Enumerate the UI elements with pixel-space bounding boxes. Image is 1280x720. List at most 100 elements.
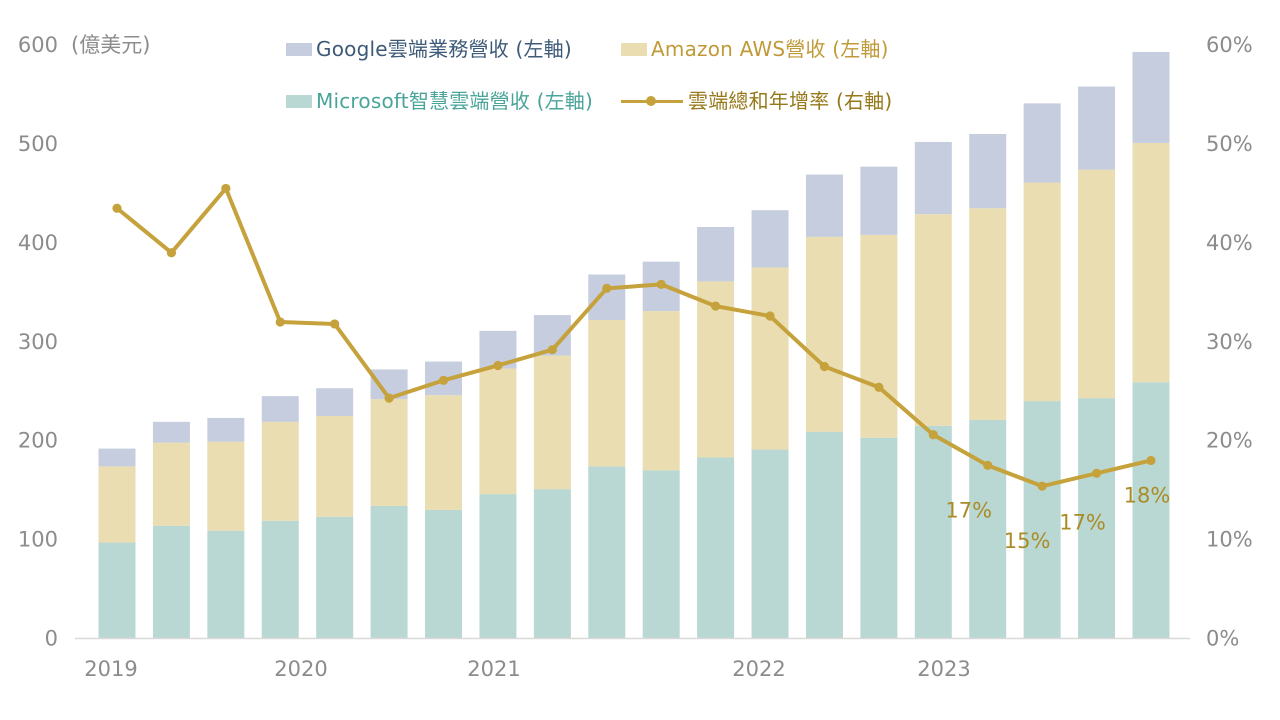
growth-point-2021-q1 bbox=[547, 345, 557, 355]
bar-segment-microsoft-2021-q3 bbox=[642, 470, 680, 639]
right-axis-tick-0: 0% bbox=[1206, 627, 1239, 651]
growth-point-2023-q1 bbox=[983, 460, 993, 470]
bar-segment-google-2023-q4 bbox=[1132, 51, 1170, 143]
legend-item-google: Google雲端業務營收 (左軸) bbox=[286, 37, 572, 61]
bar-segment-google-2021-q2 bbox=[588, 274, 626, 320]
growth-point-2022-q4 bbox=[928, 430, 938, 440]
bar-segment-microsoft-2023-q4 bbox=[1132, 382, 1170, 639]
growth-point-2023-q4 bbox=[1146, 455, 1156, 466]
bar-segment-amazon-2022-q3 bbox=[860, 234, 898, 438]
bar-segment-microsoft-2020-q3 bbox=[425, 509, 463, 639]
bar-segment-amazon-2019-q4 bbox=[261, 421, 299, 521]
bar-segment-amazon-2021-q4 bbox=[697, 281, 735, 458]
bar-segment-microsoft-2022-q2 bbox=[805, 431, 843, 639]
growth-point-2020-q2 bbox=[384, 393, 394, 403]
legend-swatch-microsoft bbox=[286, 94, 312, 108]
legend-label-amazon: Amazon AWS營收 (左軸) bbox=[651, 37, 889, 61]
bar-segment-amazon-2023-q2 bbox=[1023, 182, 1061, 402]
growth-data-label: 18% bbox=[1124, 483, 1171, 507]
left-axis-tick-300: 300 bbox=[18, 330, 58, 354]
bar-segment-google-2023-q2 bbox=[1023, 103, 1061, 183]
bar-segment-amazon-2019-q3 bbox=[207, 441, 245, 531]
growth-point-2020-q4 bbox=[493, 360, 503, 371]
bar-segment-google-2022-q1 bbox=[751, 210, 789, 268]
bar-segment-amazon-2022-q4 bbox=[914, 214, 952, 426]
bar-segment-microsoft-2019-q2 bbox=[152, 525, 190, 639]
growth-point-2019-q4 bbox=[275, 317, 285, 327]
legend-swatch-google bbox=[286, 42, 312, 56]
left-axis-unit-label: (億美元) bbox=[71, 33, 150, 57]
growth-point-2019-q2 bbox=[166, 248, 177, 258]
bar-segment-google-2023-q3 bbox=[1078, 86, 1116, 170]
growth-line bbox=[115, 186, 1153, 489]
bar-segment-amazon-2021-q3 bbox=[642, 311, 680, 471]
bar-segment-amazon-2022-q2 bbox=[805, 236, 843, 432]
growth-point-2020-q3 bbox=[438, 375, 449, 385]
bar-segment-amazon-2019-q1 bbox=[98, 466, 136, 543]
bar-segment-google-2023-q1 bbox=[969, 134, 1007, 209]
right-axis-tick-20: 20% bbox=[1206, 429, 1253, 453]
left-axis-tick-0: 0 bbox=[45, 627, 58, 651]
bar-segment-google-2019-q3 bbox=[207, 417, 245, 442]
bar-segment-microsoft-2020-q4 bbox=[479, 494, 517, 639]
x-axis-year-label-2023: 2023 bbox=[917, 657, 970, 681]
growth-point-2021-q3 bbox=[656, 279, 666, 289]
right-axis-tick-10: 10% bbox=[1206, 528, 1253, 552]
legend-label-microsoft: Microsoft智慧雲端營收 (左軸) bbox=[316, 89, 593, 113]
bar-segment-amazon-2023-q3 bbox=[1078, 169, 1116, 399]
bar-segment-microsoft-2022-q3 bbox=[860, 437, 898, 639]
bar-segment-microsoft-2021-q1 bbox=[533, 489, 571, 639]
bar-segment-amazon-2019-q2 bbox=[152, 442, 190, 526]
x-axis-year-label-2019: 2019 bbox=[84, 657, 137, 681]
bar-segment-microsoft-2019-q3 bbox=[207, 530, 245, 639]
growth-point-2021-q2 bbox=[602, 283, 612, 293]
right-axis-tick-60: 60% bbox=[1206, 33, 1253, 57]
bar-segment-google-2021-q4 bbox=[697, 227, 735, 282]
x-axis-year-label-2022: 2022 bbox=[732, 657, 785, 681]
legend-label-growth: 雲端總和年增率 (右軸) bbox=[688, 89, 893, 113]
left-axis-tick-400: 400 bbox=[18, 231, 58, 255]
growth-point-2021-q4 bbox=[711, 301, 721, 311]
growth-point-2022-q1 bbox=[765, 311, 775, 321]
legend-item-microsoft: Microsoft智慧雲端營收 (左軸) bbox=[286, 89, 593, 113]
bar-segment-amazon-2020-q3 bbox=[425, 395, 463, 510]
bar-segment-amazon-2020-q1 bbox=[316, 415, 354, 517]
left-axis-tick-500: 500 bbox=[18, 132, 58, 156]
growth-data-label: 15% bbox=[1004, 529, 1051, 553]
bar-segment-microsoft-2023-q2 bbox=[1023, 401, 1061, 639]
growth-point-2022-q3 bbox=[874, 382, 884, 392]
growth-point-2019-q3 bbox=[221, 183, 231, 194]
bar-segment-microsoft-2021-q4 bbox=[697, 457, 735, 639]
right-axis-tick-30: 30% bbox=[1206, 330, 1253, 354]
legend-swatch-amazon bbox=[621, 42, 647, 56]
bar-segment-amazon-2022-q1 bbox=[751, 267, 789, 450]
bar-segment-amazon-2023-q1 bbox=[969, 208, 1007, 420]
bar-segment-google-2019-q2 bbox=[152, 421, 190, 443]
bar-segment-amazon-2023-q4 bbox=[1132, 142, 1170, 383]
legend-label-google: Google雲端業務營收 (左軸) bbox=[316, 37, 572, 61]
bar-segment-microsoft-2023-q3 bbox=[1078, 398, 1116, 639]
growth-point-2019-q1 bbox=[112, 203, 122, 213]
bar-segment-google-2020-q1 bbox=[316, 388, 354, 416]
bar-segment-microsoft-2022-q1 bbox=[751, 449, 789, 639]
bar-segment-amazon-2020-q2 bbox=[370, 399, 408, 506]
bar-segment-google-2022-q2 bbox=[805, 174, 843, 237]
bar-segment-microsoft-2022-q4 bbox=[914, 425, 952, 639]
left-axis-tick-600: 600 bbox=[18, 33, 58, 57]
growth-point-2022-q2 bbox=[819, 361, 830, 372]
bar-segment-microsoft-2020-q1 bbox=[316, 516, 354, 639]
growth-point-2020-q1 bbox=[330, 319, 340, 329]
line-marker-icon bbox=[621, 95, 683, 108]
left-axis-tick-100: 100 bbox=[18, 528, 58, 552]
growth-point-2023-q2 bbox=[1037, 481, 1047, 491]
growth-data-label: 17% bbox=[945, 498, 992, 522]
growth-point-2023-q3 bbox=[1091, 468, 1102, 478]
x-axis-year-label-2021: 2021 bbox=[467, 657, 520, 681]
bar-segment-microsoft-2019-q4 bbox=[261, 520, 299, 639]
right-axis-tick-40: 40% bbox=[1206, 231, 1253, 255]
left-axis-tick-200: 200 bbox=[18, 429, 58, 453]
right-axis-tick-50: 50% bbox=[1206, 132, 1253, 156]
bar-segment-microsoft-2019-q1 bbox=[98, 542, 136, 639]
legend-item-amazon: Amazon AWS營收 (左軸) bbox=[621, 37, 889, 61]
